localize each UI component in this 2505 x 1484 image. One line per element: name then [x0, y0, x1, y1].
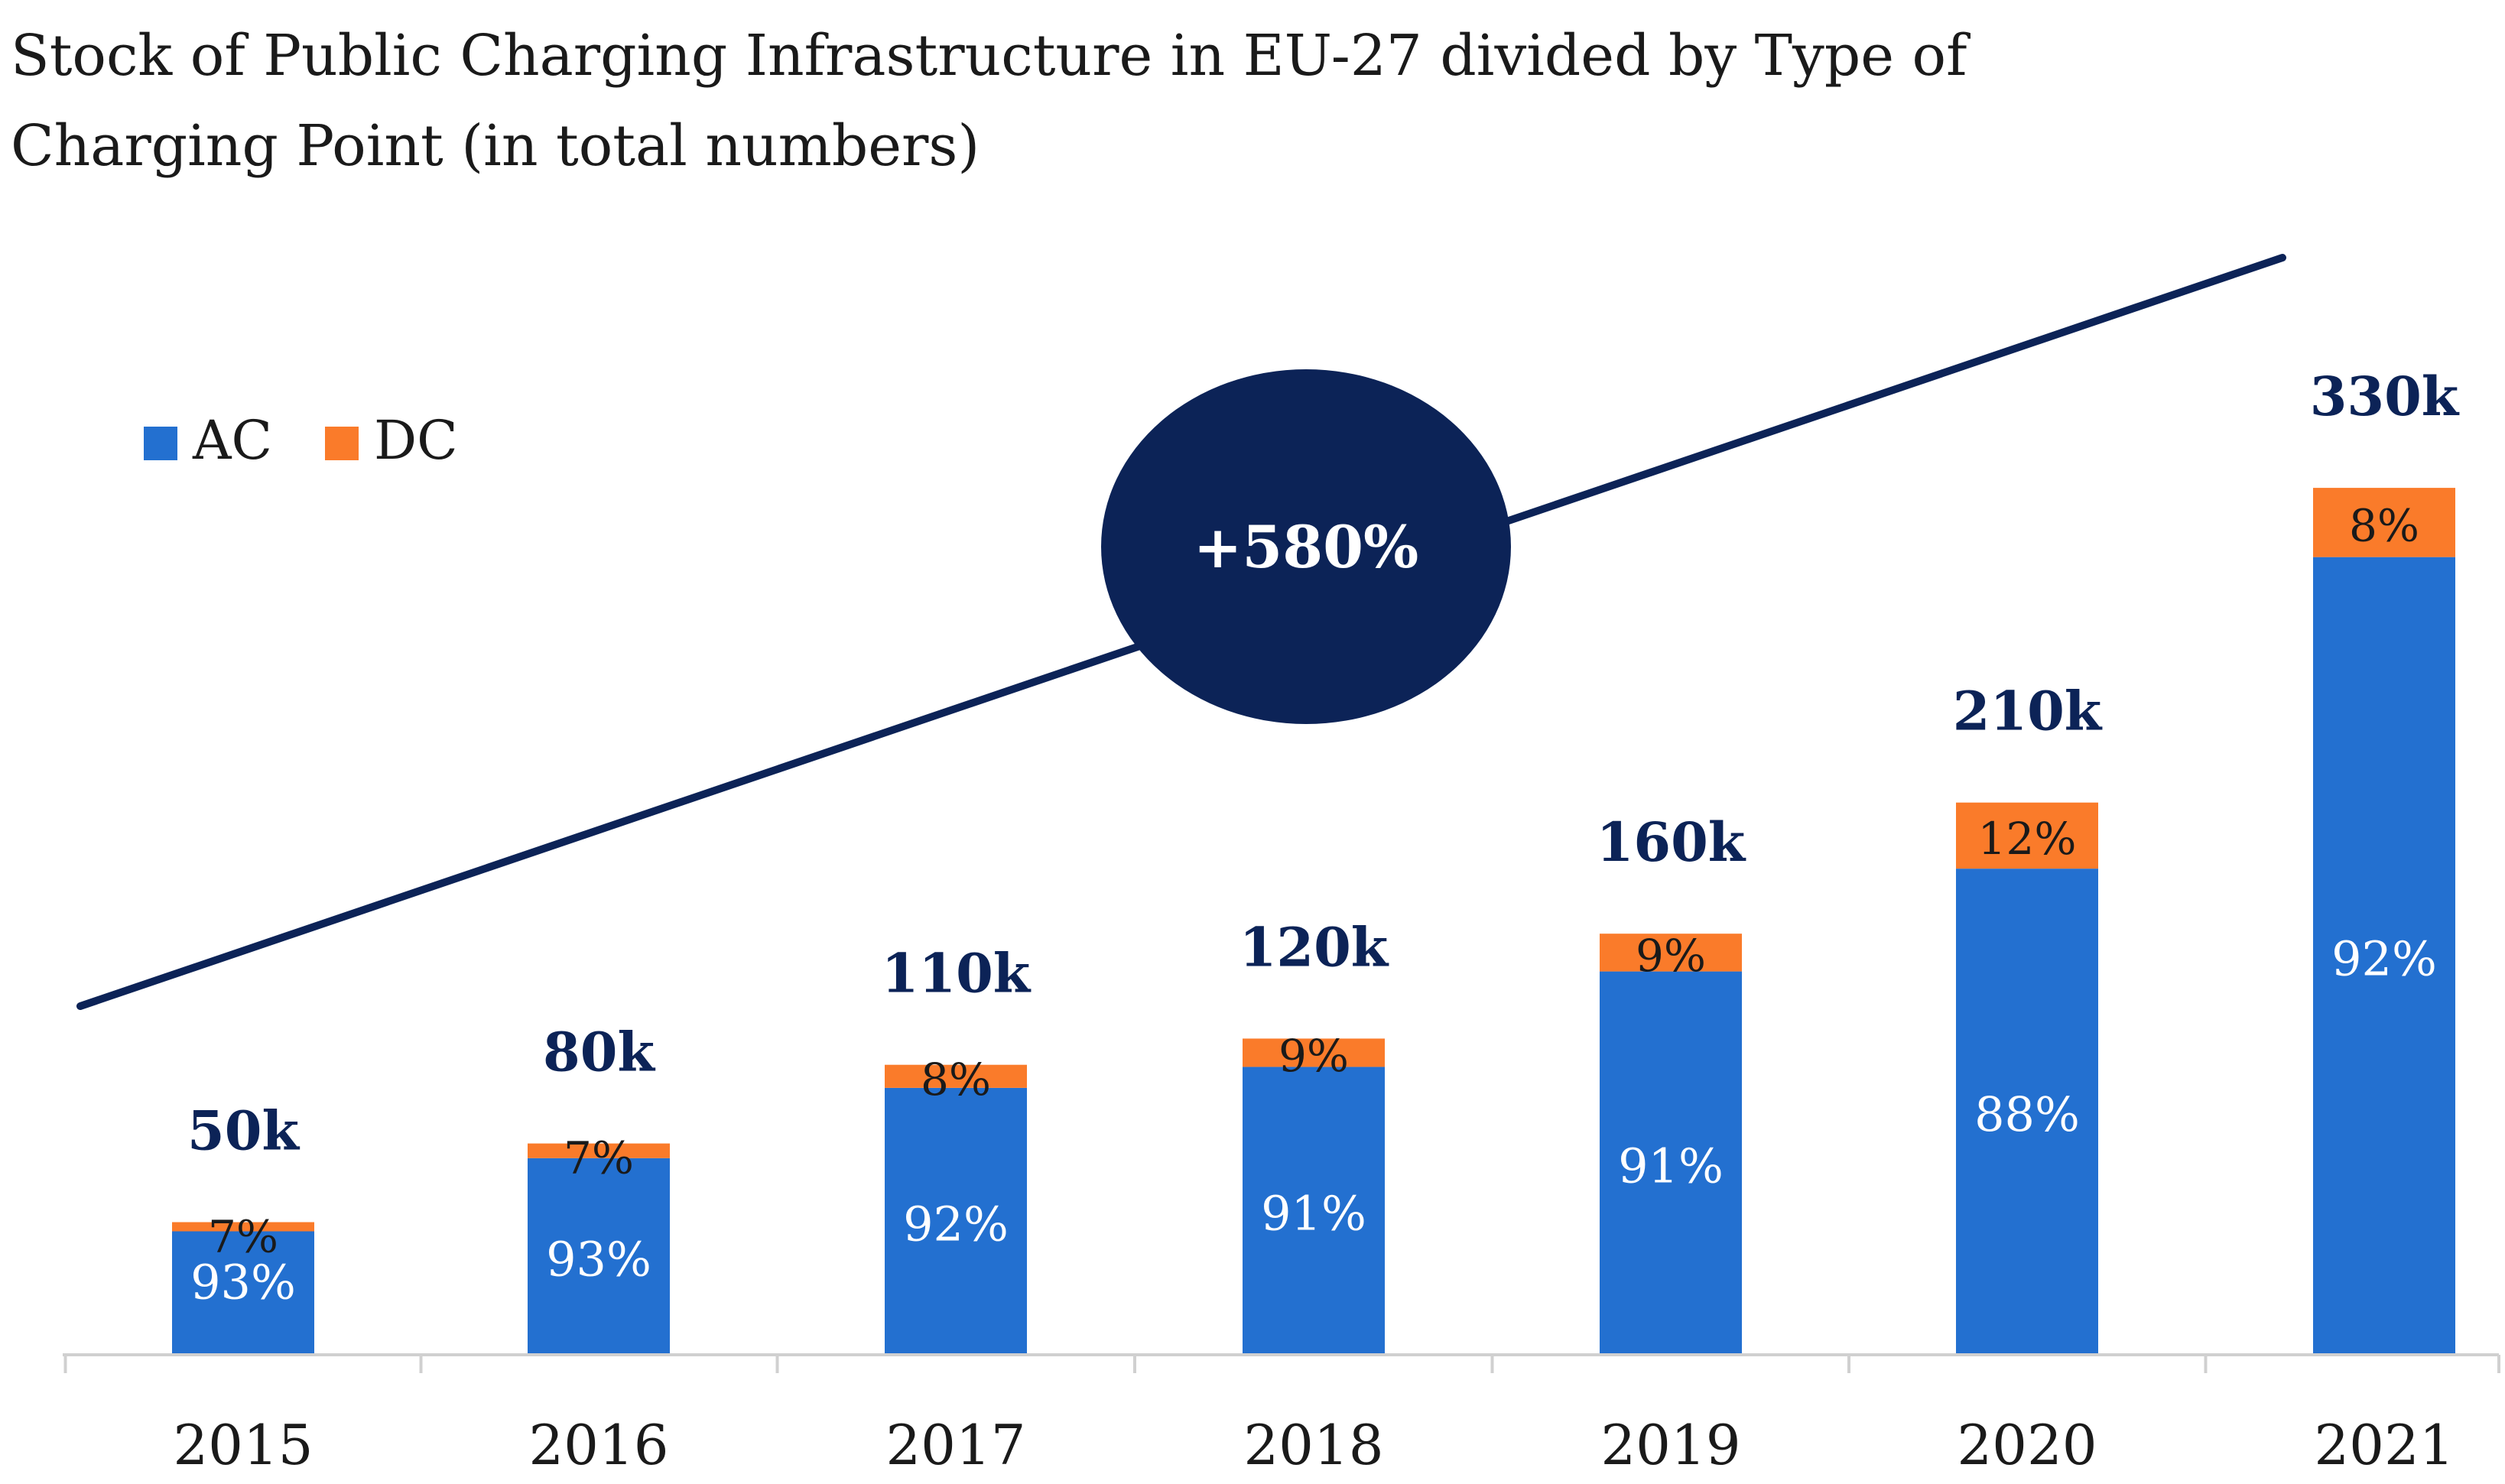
x-tick-label-2017: 2017	[885, 1413, 1025, 1477]
legend: AC DC	[144, 409, 458, 472]
label-ac-2016: 93%	[546, 1231, 651, 1287]
bar-dc-2021	[2313, 488, 2455, 557]
label-dc-2019: 9%	[1636, 930, 1706, 982]
trend-growth-badge	[1101, 369, 1511, 724]
label-total-2018: 120k	[1240, 915, 1389, 979]
label-ac-2021: 92%	[2331, 930, 2437, 986]
label-ac-2017: 92%	[903, 1196, 1009, 1252]
trend-growth-label: +580%	[1194, 513, 1419, 581]
bars: 93%7%50k93%7%80k92%8%110k91%9%120k91%9%1…	[172, 365, 2460, 1353]
x-tick-label-2019: 2019	[1600, 1413, 1740, 1477]
bar-dc-2017	[885, 1064, 1027, 1088]
x-tick-label-2018: 2018	[1243, 1413, 1383, 1477]
bar-ac-2020	[1956, 869, 2098, 1353]
bar-dc-2015	[172, 1222, 314, 1232]
trend-annotation: +580%	[76, 254, 2286, 1010]
label-total-2019: 160k	[1597, 810, 1746, 874]
legend-dc-swatch	[325, 427, 359, 460]
x-tick-label-2020: 2020	[1957, 1413, 2097, 1477]
label-total-2020: 210k	[1953, 680, 2103, 743]
label-dc-2015: 7%	[208, 1211, 278, 1263]
bar-dc-2016	[528, 1143, 670, 1158]
label-ac-2015: 93%	[190, 1254, 296, 1310]
label-dc-2016: 7%	[564, 1132, 634, 1184]
bar-ac-2021	[2313, 557, 2455, 1353]
x-tick-label-2021: 2021	[2314, 1413, 2454, 1477]
label-dc-2018: 9%	[1278, 1030, 1349, 1082]
x-axis: 2015 2016 2017 2018 2019 2020 2021	[63, 1353, 2500, 1477]
label-dc-2020: 12%	[1978, 813, 2077, 865]
bar-ac-2018	[1243, 1067, 1385, 1353]
x-tick-label-2016: 2016	[528, 1413, 668, 1477]
bar-ac-2017	[885, 1087, 1027, 1353]
bar-ac-2019	[1600, 971, 1742, 1353]
label-total-2016: 80k	[543, 1021, 655, 1084]
legend-ac-label: AC	[192, 409, 272, 472]
bar-ac-2016	[528, 1158, 670, 1353]
label-dc-2017: 8%	[921, 1054, 991, 1106]
legend-dc-label: DC	[374, 409, 458, 472]
x-tick-label-2015: 2015	[173, 1413, 313, 1477]
label-total-2017: 110k	[882, 942, 1032, 1005]
bar-dc-2018	[1243, 1038, 1385, 1067]
label-ac-2020: 88%	[1974, 1086, 2080, 1142]
label-dc-2021: 8%	[2349, 499, 2419, 551]
label-ac-2019: 91%	[1618, 1138, 1724, 1193]
label-ac-2018: 91%	[1261, 1186, 1366, 1242]
legend-ac-swatch	[144, 427, 177, 460]
label-total-2021: 330k	[2310, 365, 2460, 428]
bar-ac-2015	[172, 1231, 314, 1353]
bar-dc-2020	[1956, 802, 2098, 869]
chart-title: Stock of Public Charging Infrastructure …	[11, 23, 1967, 179]
bar-dc-2019	[1600, 934, 1742, 972]
label-total-2015: 50k	[187, 1099, 300, 1163]
